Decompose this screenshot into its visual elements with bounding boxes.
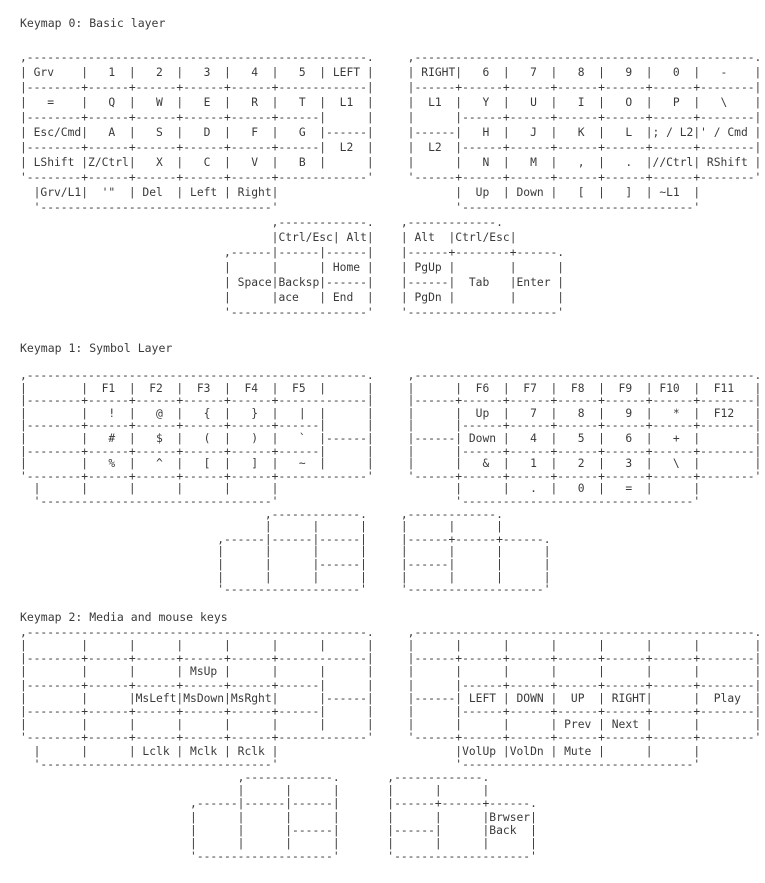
keymap-1-title: Keymap 1: Symbol Layer xyxy=(20,341,173,355)
keymap-0-title: Keymap 0: Basic layer xyxy=(20,16,166,30)
keymap-2-section: Keymap 2: Media and mouse keys ,--------… xyxy=(20,610,765,864)
keymap-1-section: Keymap 1: Symbol Layer ,----------------… xyxy=(20,341,765,597)
keymap-1-ascii-art: ,---------------------------------------… xyxy=(20,369,762,597)
keymap-2-title: Keymap 2: Media and mouse keys xyxy=(20,609,228,624)
keymap-0-section: Keymap 0: Basic layer ,-----------------… xyxy=(20,16,765,320)
keymap-0-ascii-art: ,---------------------------------------… xyxy=(20,51,762,319)
keymap-2-ascii-art: ,---------------------------------------… xyxy=(20,625,762,864)
